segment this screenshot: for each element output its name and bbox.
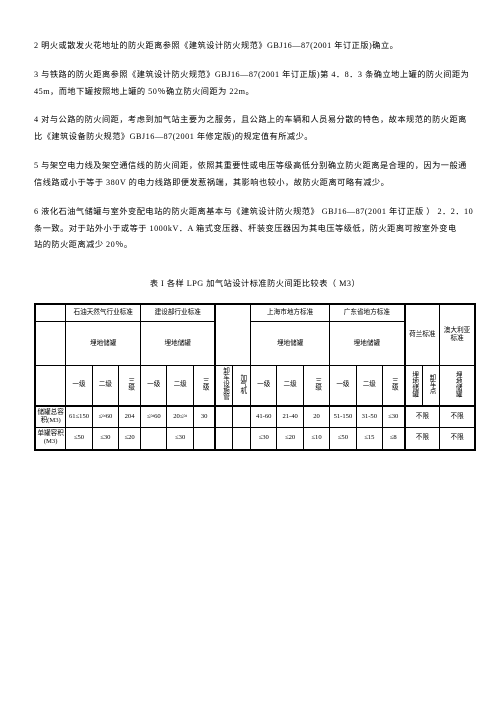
para-5-line2: 信线路或小于等于 380V 的电力线路即便发惹祸端，其影响也较小，故防火距离可略… [34,178,389,187]
r1-d: 不限 [405,406,440,428]
para-4-line2: 比《建筑设备防火规范》GBJ16—87(2001 年修定版)的规定值有所减少。 [34,132,313,141]
lv-b3-text: 三级 [200,377,208,390]
lv-d2: 二级 [356,366,382,406]
r1-a6: 30 [193,406,215,428]
head-netherlands: 荷兰标准 [405,304,440,366]
blank-row2-lead [35,322,66,366]
lv-c2: 二级 [277,366,303,406]
table-title: 表 I 各样 LPG 加气站设计标准防火间距比较表（ M3） [34,276,476,293]
r1-e: 不限 [440,406,475,428]
para-6-line2: 条一致。对于站外小于或等于 1000kV．A 箱式变压器、杆装变压器因为其电压等… [34,224,457,233]
r1-a1: 61≤150 [66,406,92,428]
para-4: 4 对与公路的防火间距，考虑到加气站主要为之服务，且公路上的车辆和人员易分散的特… [34,112,476,146]
para-3-line1: 3 与铁路的防火距离参照《建筑设计防火规范》GBJ16—87(2001 年订正版… [34,70,469,79]
sub-nl-unload-text: 卸车点 [427,374,435,394]
head-guangdong: 广东省地方标准 [330,304,405,322]
r1-c6: ≤30 [383,406,405,428]
r2-b2 [233,428,251,450]
r2-c2: ≤20 [277,428,303,450]
comparison-table: 石油天然气行业标准 建设部行业标准 上海市地方标准 广东省地方标准 荷兰标准 澳… [34,303,476,451]
lv-c1: 一级 [251,366,277,406]
r2-c1: ≤30 [251,428,277,450]
sub-unload: 卸车设施管 [215,366,233,406]
r1-a2: ≤≈60 [92,406,118,428]
sub-nl-tank: 埋地储罐 [405,366,423,406]
sub-nl-tank-text: 埋地储罐 [409,371,417,397]
para-6-line1: 6 液化石油气储罐与室外变配电站的防火距离基本与《建筑设计防火规范》 GBJ16… [34,207,473,216]
table-row: 单罐容积(M3) ≤50 ≤30 ≤20 ≤30 ≤30 ≤20 ≤10 ≤50… [35,428,475,450]
lv-d1: 一级 [330,366,356,406]
head-construction: 建设部行业标准 [141,304,216,322]
corner-cell [35,304,66,322]
para-2: 2 明火或散发火花地址的防火距离参照《建筑设计防火规范》GBJ16—87(200… [34,38,476,55]
sub-buried-e: 埋地储罐 [330,322,405,366]
lv-d3-text: 三级 [389,377,397,390]
lv-b2: 二级 [167,366,193,406]
para-5-line1: 5 与架空电力线及架空通信线的防火间距，依照其重要性或电压等级高低分别确立防火距… [34,161,467,170]
head-shanghai: 上海市地方标准 [251,304,330,322]
r2-label: 单罐容积(M3) [35,428,66,450]
sub-dispenser-text: 加气机 [238,374,246,394]
sub-buried-d: 埋地储罐 [251,322,330,366]
r1-a3: 204 [119,406,141,428]
lv-c3: 三级 [303,366,329,406]
para-5: 5 与架空电力线及架空通信线的防火间距，依照其重要性或电压等级高低分别确立防火距… [34,158,476,192]
sub-buried-a: 埋地储罐 [66,322,141,366]
para-4-line1: 4 对与公路的防火间距，考虑到加气站主要为之服务，且公路上的车辆和人员易分散的特… [34,115,467,124]
r1-label: 储罐总容积(M3) [35,406,66,428]
sub-unload-text: 卸车设施管 [220,367,228,400]
lv-a1: 一级 [66,366,92,406]
head-petro: 石油天然气行业标准 [66,304,141,322]
sub-buried-b: 埋地储罐 [141,322,216,366]
sub-dispenser: 加气机 [233,366,251,406]
para-3: 3 与铁路的防火距离参照《建筑设计防火规范》GBJ16—87(2001 年订正版… [34,67,476,101]
r2-a3: ≤20 [119,428,141,450]
r2-c6: ≤8 [383,428,405,450]
lv-a2: 二级 [92,366,118,406]
r2-a2: ≤30 [92,428,118,450]
r1-b1 [215,406,233,428]
r2-a1: ≤50 [66,428,92,450]
r2-a5: ≤30 [167,428,193,450]
r2-e: 不限 [440,428,475,450]
sub-nl-unload: 卸车点 [422,366,440,406]
lv-b3: 三级 [193,366,215,406]
r2-c4: ≤50 [330,428,356,450]
r2-c3: ≤10 [303,428,329,450]
para-6: 6 液化石油气储罐与室外变配电站的防火距离基本与《建筑设计防火规范》 GBJ16… [34,204,476,254]
r1-b2 [233,406,251,428]
para-3-line2: 45m，而地下罐按照地上罐的 50％确立防火间距为 22m。 [34,87,254,96]
lv-a3-text: 三级 [125,377,133,390]
lv-d3: 三级 [383,366,405,406]
r1-c2: 21-40 [277,406,303,428]
table-row: 储罐总容积(M3) 61≤150 ≤≈60 204 ≤≈60 20≤≈ 30 4… [35,406,475,428]
r1-a4: ≤≈60 [141,406,167,428]
para-6-line3: 站的防火距离减少 20％。 [34,240,133,249]
head-australia: 澳大利亚标准 [440,304,475,366]
r1-c3: 20 [303,406,329,428]
sub-au-tank-text: 埋地储罐 [453,371,461,397]
r2-a6 [193,428,215,450]
r1-c1: 41-60 [251,406,277,428]
blank-row3-lead [35,366,66,406]
r2-a4 [141,428,167,450]
lv-b1: 一级 [141,366,167,406]
r2-c5: ≤15 [356,428,382,450]
r1-c4: 51-150 [330,406,356,428]
r2-d: 不限 [405,428,440,450]
r1-c5: 31-50 [356,406,382,428]
head-gap [215,304,250,366]
lv-c3-text: 三级 [312,377,320,390]
r1-a5: 20≤≈ [167,406,193,428]
sub-au-tank: 埋地储罐 [440,366,475,406]
lv-a3: 三级 [119,366,141,406]
r2-b1 [215,428,233,450]
